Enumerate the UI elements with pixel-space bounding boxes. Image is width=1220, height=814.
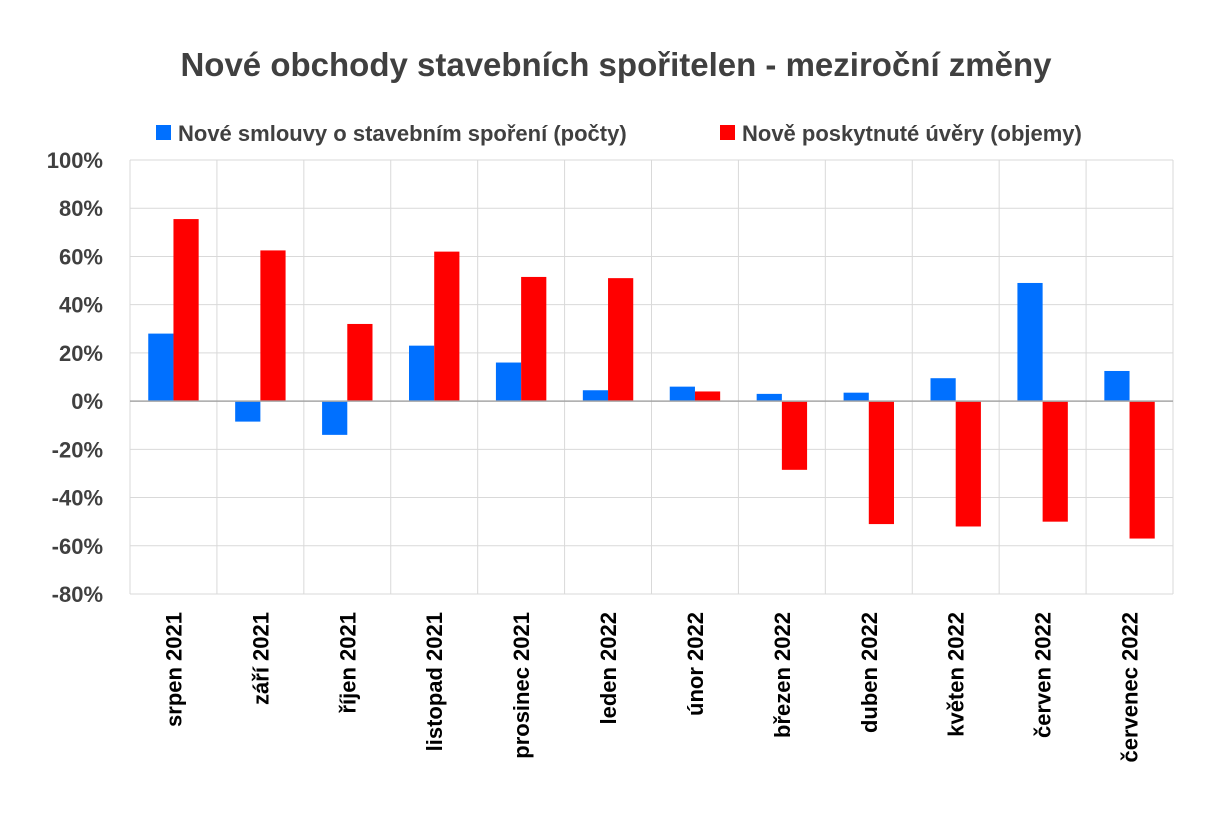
y-axis-ticks: 100% 80% 60% 40% 20% 0% -20% -40% -60% -80% bbox=[47, 148, 103, 607]
bar-series-1 bbox=[409, 345, 435, 402]
gridlines bbox=[129, 159, 1174, 595]
y-tick-label: 60% bbox=[59, 244, 103, 269]
legend-swatch-series-1 bbox=[156, 125, 171, 140]
bar-series-1 bbox=[1104, 370, 1130, 402]
bar-series-2 bbox=[1042, 401, 1068, 522]
x-tick-label: červen 2022 bbox=[1031, 612, 1056, 738]
x-tick-label: květen 2022 bbox=[944, 612, 969, 737]
y-tick-label: 100% bbox=[47, 148, 103, 173]
bar-series-1 bbox=[1017, 282, 1043, 402]
x-tick-label: duben 2022 bbox=[857, 612, 882, 733]
bar-series-1 bbox=[235, 401, 261, 422]
y-tick-label: -20% bbox=[52, 437, 103, 462]
x-tick-label: říjen 2021 bbox=[335, 612, 360, 714]
bar-series-2 bbox=[1129, 401, 1155, 539]
y-tick-label: 80% bbox=[59, 196, 103, 221]
y-tick-label: 20% bbox=[59, 341, 103, 366]
bar-series-2 bbox=[608, 278, 634, 402]
bar-series-1 bbox=[495, 362, 522, 402]
x-axis-ticks: srpen 2021 září 2021 říjen 2021 listopad 20… bbox=[161, 612, 1142, 762]
y-tick-label: 0% bbox=[71, 389, 103, 414]
legend-swatch-series-2 bbox=[720, 125, 735, 140]
bar-series-2 bbox=[347, 323, 373, 402]
bar-series-2 bbox=[781, 401, 808, 470]
y-tick-label: 40% bbox=[59, 293, 103, 318]
bar-series-2 bbox=[173, 219, 199, 402]
y-tick-label: -40% bbox=[52, 486, 103, 511]
x-tick-label: listopad 2021 bbox=[422, 612, 447, 751]
bar-series-2 bbox=[694, 391, 721, 402]
x-tick-label: únor 2022 bbox=[683, 612, 708, 716]
bar-series-2 bbox=[868, 401, 894, 525]
bar-series-1 bbox=[930, 378, 956, 402]
x-tick-label: září 2021 bbox=[248, 612, 273, 705]
bar-series-1 bbox=[669, 386, 695, 402]
legend: Nové smlouvy o stavebním spoření (počty)… bbox=[156, 121, 1082, 146]
y-tick-label: -60% bbox=[52, 534, 103, 559]
y-tick-label: -80% bbox=[52, 582, 103, 607]
legend-label-series-2: Nově poskytnuté úvěry (objemy) bbox=[742, 121, 1082, 146]
bar-series-1 bbox=[322, 401, 348, 435]
chart-title: Nové obchody stavebních spořitelen - mez… bbox=[180, 46, 1052, 83]
x-tick-label: červenec 2022 bbox=[1118, 612, 1143, 762]
bar-series-2 bbox=[434, 251, 460, 402]
x-tick-label: březen 2022 bbox=[770, 612, 795, 738]
x-tick-label: prosinec 2021 bbox=[509, 612, 534, 759]
bar-series-2 bbox=[260, 250, 286, 402]
bars bbox=[148, 219, 1155, 539]
bar-series-1 bbox=[756, 393, 782, 402]
bar-series-2 bbox=[955, 401, 981, 527]
legend-label-series-1: Nové smlouvy o stavebním spoření (počty) bbox=[178, 121, 627, 146]
x-tick-label: srpen 2021 bbox=[161, 612, 186, 727]
bar-series-1 bbox=[148, 333, 174, 402]
x-tick-label: leden 2022 bbox=[596, 612, 621, 725]
bar-series-1 bbox=[843, 392, 869, 402]
bar-series-1 bbox=[582, 390, 609, 402]
bar-series-2 bbox=[521, 276, 547, 402]
